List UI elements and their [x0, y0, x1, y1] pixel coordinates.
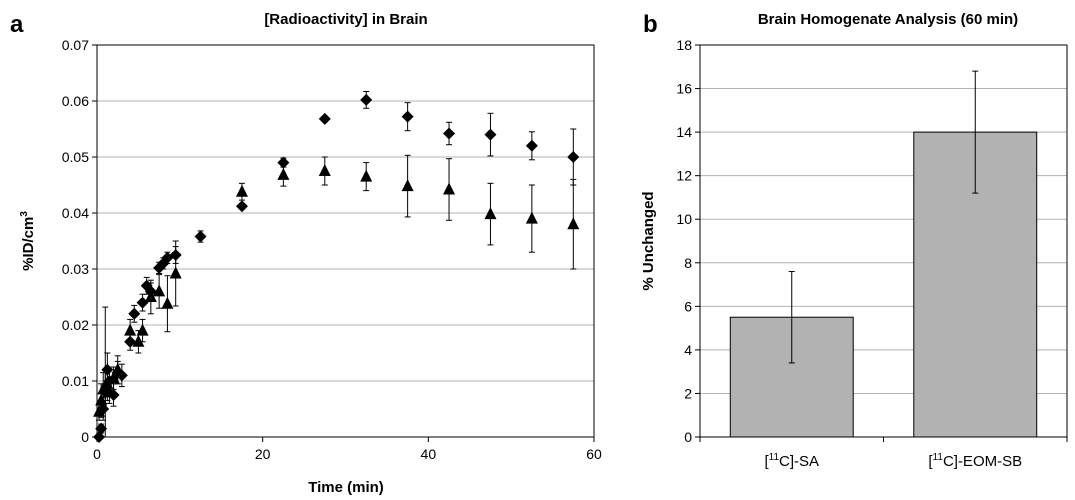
chart-a-x-tick-label: 0 — [93, 446, 101, 462]
chart-b-y-tick-label: 8 — [684, 255, 692, 271]
chart-a-point-diamond — [484, 128, 497, 141]
chart-a-x-axis-label: Time (min) — [308, 479, 384, 496]
chart-a-x-tick-label: 60 — [586, 446, 602, 462]
chart-a-point-triangle — [525, 211, 538, 224]
chart-b-y-tick-label: 14 — [676, 124, 692, 140]
chart-a-y-tick-label: 0.03 — [62, 261, 89, 277]
panel-label-b: b — [643, 11, 658, 38]
chart-b-y-tick-label: 12 — [676, 168, 692, 184]
chart-a-point-triangle — [153, 284, 166, 297]
chart-a-point-diamond — [277, 156, 290, 169]
chart-b-plot-frame — [699, 44, 1068, 438]
chart-a: a [Radioactivity] in Brain 0 0.01 0.02 0.03… — [10, 11, 602, 496]
chart-a-y-tick-label: 0.02 — [62, 317, 89, 333]
chart-a-point-diamond — [567, 151, 580, 163]
chart-b-y-tick-label: 0 — [684, 429, 692, 445]
chart-a-point-diamond — [93, 431, 106, 443]
chart-a-y-tick-label: 0.01 — [62, 373, 89, 389]
chart-a-plot-frame — [96, 44, 595, 438]
chart-a-point-diamond — [95, 422, 108, 435]
chart-a-y-tick-label: 0 — [81, 429, 89, 445]
chart-a-point-triangle — [103, 385, 116, 398]
chart-a-point-triangle — [443, 182, 456, 195]
chart-b-y-tick-label: 2 — [684, 385, 692, 401]
chart-a-point-diamond — [128, 307, 141, 320]
chart-a-point-diamond — [235, 200, 248, 213]
chart-a-x-tick-label: 20 — [255, 446, 271, 462]
chart-b-title: Brain Homogenate Analysis (60 min) — [758, 11, 1018, 28]
chart-a-y-tick-label: 0.06 — [62, 93, 89, 109]
chart-a-point-triangle — [144, 290, 157, 302]
chart-a-point-triangle — [401, 179, 414, 192]
chart-a-point-triangle — [235, 184, 248, 197]
chart-a-title: [Radioactivity] in Brain — [264, 11, 427, 28]
chart-b-category-label: [11C]-SA — [764, 452, 819, 470]
chart-a-point-triangle — [124, 323, 137, 336]
chart-a-point-diamond — [136, 296, 149, 309]
chart-a-y-tick-label: 0.05 — [62, 149, 89, 165]
chart-b-y-tick-label: 10 — [676, 211, 692, 227]
chart-a-point-triangle — [101, 376, 114, 389]
chart-a-point-diamond — [525, 139, 538, 152]
chart-a-point-diamond — [443, 127, 456, 140]
chart-a-point-triangle — [318, 164, 331, 176]
chart-a-point-triangle — [107, 371, 120, 384]
chart-a-point-triangle — [484, 207, 497, 220]
panel-label-a: a — [10, 11, 24, 38]
chart-b-y-tick-label: 6 — [684, 298, 692, 314]
chart-a-point-triangle — [111, 362, 124, 375]
chart-b-category-label: [11C]-EOM-SB — [928, 452, 1022, 470]
chart-a-point-triangle — [360, 169, 373, 182]
chart-a-point-diamond — [401, 110, 414, 123]
chart-b-y-axis-label: % Unchanged — [640, 191, 657, 290]
chart-a-point-diamond — [194, 230, 207, 243]
chart-a-y-axis-label: %ID/cm3 — [19, 211, 37, 271]
chart-b-y-tick-label: 4 — [684, 342, 692, 358]
chart-a-point-triangle — [161, 296, 174, 309]
chart-a-point-triangle — [136, 323, 149, 336]
chart-a-point-diamond — [360, 93, 373, 106]
chart-a-point-triangle — [93, 404, 106, 417]
chart-a-y-tick-label: 0.07 — [62, 37, 89, 53]
chart-a-point-diamond — [318, 112, 331, 125]
chart-a-x-tick-label: 40 — [421, 446, 437, 462]
chart-a-point-triangle — [567, 217, 580, 230]
chart-b-y-tick-label: 18 — [676, 37, 692, 53]
chart-b-y-tick-label: 16 — [676, 81, 692, 97]
chart-a-point-triangle — [95, 393, 108, 406]
chart-a-point-triangle — [132, 334, 145, 347]
chart-b: b Brain Homogenate Analysis (60 min) 0 2 4… — [640, 11, 1068, 470]
chart-a-point-triangle — [169, 266, 182, 279]
chart-a-y-tick-label: 0.04 — [62, 205, 89, 221]
chart-a-point-triangle — [277, 167, 290, 180]
